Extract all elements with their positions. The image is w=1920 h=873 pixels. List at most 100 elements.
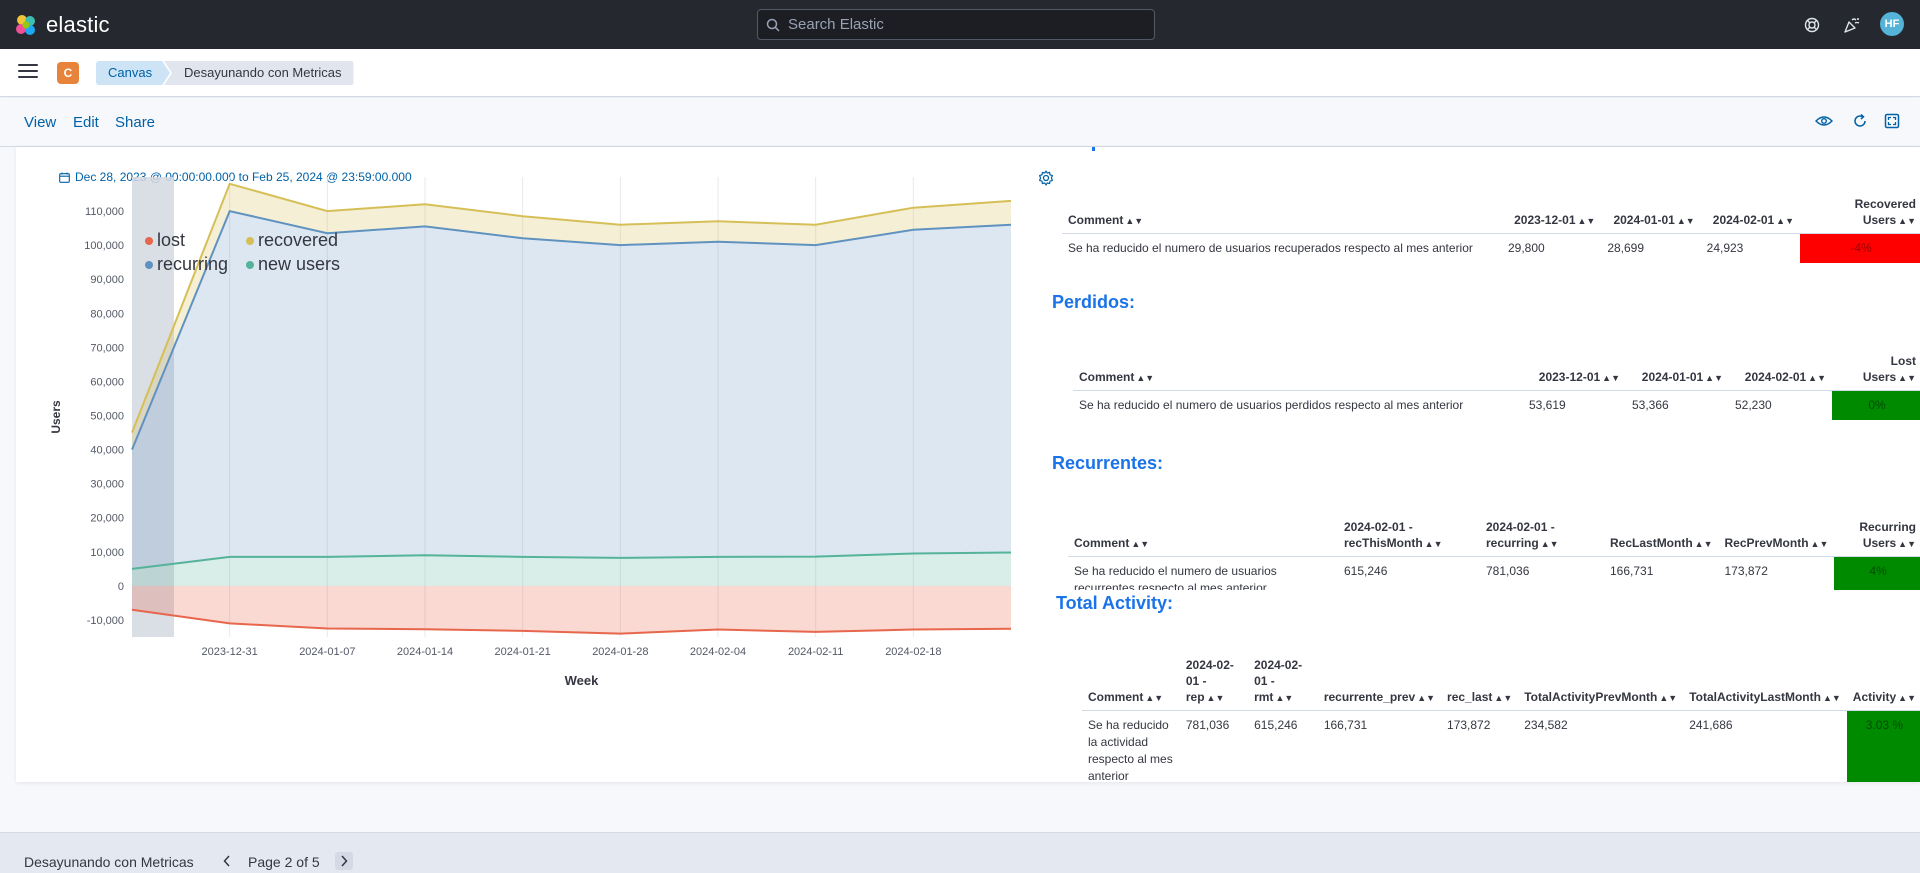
sort-icon[interactable]: ▲▼ bbox=[1705, 373, 1723, 383]
search-icon bbox=[766, 18, 780, 32]
y-tick-label: 90,000 bbox=[90, 274, 124, 286]
fullscreen-icon[interactable] bbox=[1882, 111, 1902, 131]
col-header[interactable]: TotalActivityLastMonth ▲▼ bbox=[1683, 653, 1847, 711]
area-recurring bbox=[132, 211, 1011, 569]
series-line-recovered bbox=[131, 182, 1012, 433]
section-title-recurrentes: Recurrentes: bbox=[1052, 453, 1164, 473]
help-icon[interactable] bbox=[1801, 14, 1823, 36]
col-header[interactable]: Lost Users ▲▼ bbox=[1832, 349, 1920, 391]
y-tick-label: 10,000 bbox=[90, 547, 124, 559]
search-input[interactable] bbox=[788, 16, 1128, 33]
x-tick-label: 2024-01-21 bbox=[495, 646, 551, 658]
breadcrumb-bar: C Canvas Desayunando con Metricas bbox=[0, 49, 1920, 97]
sort-icon[interactable]: ▲▼ bbox=[1898, 373, 1916, 383]
next-page-button[interactable] bbox=[335, 852, 353, 870]
legend-label: lost bbox=[157, 230, 185, 250]
col-header[interactable]: 2024-02-01 - rep ▲▼ bbox=[1179, 653, 1249, 711]
clipped-heading-fragment bbox=[1092, 147, 1095, 151]
edit-menu[interactable]: Edit bbox=[73, 114, 99, 131]
y-tick-label: 60,000 bbox=[90, 376, 124, 388]
sort-icon[interactable]: ▲▼ bbox=[1776, 216, 1794, 226]
sort-icon[interactable]: ▲▼ bbox=[1145, 693, 1164, 703]
series-line-recurring bbox=[131, 209, 1012, 450]
users-area-chart: 110,000 100,000 90,000 80,000 70,000 60,000 50… bbox=[49, 177, 1012, 688]
col-header[interactable]: RecPrevMonth ▲▼ bbox=[1718, 515, 1835, 557]
sort-icon[interactable]: ▲▼ bbox=[1125, 216, 1144, 226]
eye-icon[interactable] bbox=[1814, 111, 1834, 131]
elastic-logo[interactable]: elastic bbox=[14, 12, 110, 38]
sort-icon[interactable]: ▲▼ bbox=[1808, 373, 1826, 383]
col-header[interactable]: Recurring Users ▲▼ bbox=[1834, 515, 1920, 557]
col-header[interactable]: rec_last ▲▼ bbox=[1441, 653, 1519, 711]
sort-icon[interactable]: ▲▼ bbox=[1275, 693, 1294, 703]
col-header[interactable]: 2024-01-01 ▲▼ bbox=[1601, 192, 1701, 234]
comment-cell: Se ha reducido la actividad respecto al … bbox=[1088, 718, 1173, 782]
brand-name: elastic bbox=[46, 12, 110, 37]
calendar-icon bbox=[59, 172, 70, 183]
col-header[interactable]: Comment ▲▼ bbox=[1073, 349, 1523, 391]
sort-icon[interactable]: ▲▼ bbox=[1898, 693, 1916, 703]
sort-icon[interactable]: ▲▼ bbox=[1494, 693, 1513, 703]
col-header[interactable]: Comment ▲▼ bbox=[1068, 515, 1338, 557]
sort-icon[interactable]: ▲▼ bbox=[1898, 216, 1916, 226]
y-axis-title: Users bbox=[49, 400, 63, 434]
share-menu[interactable]: Share bbox=[115, 114, 156, 131]
value-cell: 29,800 bbox=[1508, 241, 1545, 255]
col-header[interactable]: 2024-01-01 ▲▼ bbox=[1626, 349, 1729, 391]
global-header: elastic HF bbox=[0, 0, 1920, 49]
sort-icon[interactable]: ▲▼ bbox=[1898, 539, 1916, 549]
col-header[interactable]: Comment ▲▼ bbox=[1082, 653, 1180, 711]
lost-users-table: Comment ▲▼ 2023-12-01 ▲▼ 2024-01-01 ▲▼ 2024… bbox=[1073, 349, 1920, 420]
section-title-perdidos: Perdidos: bbox=[1052, 292, 1136, 312]
col-header[interactable]: Recovered Users ▲▼ bbox=[1800, 192, 1920, 234]
series-line-new-users bbox=[131, 551, 1012, 570]
table-row: Se ha reducido la actividad respecto al … bbox=[1082, 710, 1920, 782]
area-lost bbox=[132, 585, 1011, 634]
comment-cell: Se ha reducido el numero de usuarios per… bbox=[1079, 398, 1464, 412]
sort-icon[interactable]: ▲▼ bbox=[1206, 693, 1225, 703]
view-menu[interactable]: View bbox=[24, 114, 57, 131]
global-search[interactable] bbox=[757, 9, 1155, 40]
col-header[interactable]: 2024-02-01 ▲▼ bbox=[1700, 192, 1800, 234]
col-header[interactable]: recurrente_prev ▲▼ bbox=[1317, 653, 1442, 711]
col-header[interactable]: 2024-02-01 - recThisMonth ▲▼ bbox=[1338, 515, 1480, 557]
refresh-icon[interactable] bbox=[1850, 111, 1870, 131]
value-cell: 781,036 bbox=[1486, 564, 1530, 578]
sort-icon[interactable]: ▲▼ bbox=[1424, 539, 1443, 549]
y-tick-label: 40,000 bbox=[90, 445, 124, 457]
sort-icon[interactable]: ▲▼ bbox=[1659, 693, 1678, 703]
col-header[interactable]: 2023-12-01 ▲▼ bbox=[1523, 349, 1626, 391]
sort-icon[interactable]: ▲▼ bbox=[1822, 693, 1841, 703]
value-cell: 53,619 bbox=[1529, 398, 1566, 412]
prev-page-button[interactable] bbox=[218, 852, 236, 870]
sort-icon[interactable]: ▲▼ bbox=[1131, 539, 1150, 549]
sort-icon[interactable]: ▲▼ bbox=[1676, 216, 1695, 226]
col-header[interactable]: RecLastMonth ▲▼ bbox=[1604, 515, 1719, 557]
col-header[interactable]: Activity ▲▼ bbox=[1846, 653, 1920, 711]
sort-icon[interactable]: ▲▼ bbox=[1417, 693, 1436, 703]
sort-icon[interactable]: ▲▼ bbox=[1602, 373, 1620, 383]
user-avatar[interactable]: HF bbox=[1880, 12, 1904, 36]
legend-label: new users bbox=[258, 254, 340, 274]
breadcrumb-canvas[interactable]: Canvas bbox=[96, 61, 170, 85]
col-header[interactable]: 2023-12-01 ▲▼ bbox=[1502, 192, 1602, 234]
col-header[interactable]: TotalActivityPrevMonth ▲▼ bbox=[1518, 653, 1684, 711]
sort-icon[interactable]: ▲▼ bbox=[1694, 539, 1713, 549]
sort-icon[interactable]: ▲▼ bbox=[1577, 216, 1596, 226]
elastic-logo-icon bbox=[16, 15, 35, 35]
newsfeed-icon[interactable] bbox=[1841, 14, 1863, 36]
menu-icon[interactable] bbox=[18, 64, 38, 82]
gear-icon[interactable] bbox=[1038, 170, 1054, 191]
x-tick-label: 2024-01-28 bbox=[592, 646, 648, 658]
col-header[interactable]: 2024-02-01 - recurring ▲▼ bbox=[1480, 515, 1604, 557]
col-header[interactable]: 2024-02-01 ▲▼ bbox=[1729, 349, 1832, 391]
sort-icon[interactable]: ▲▼ bbox=[1136, 373, 1155, 383]
sort-icon[interactable]: ▲▼ bbox=[1540, 539, 1559, 549]
x-axis-title: Week bbox=[565, 673, 599, 688]
col-header[interactable]: 2024-02-01 - rmt ▲▼ bbox=[1248, 653, 1318, 711]
canvas-toolbar: View Edit Share bbox=[0, 98, 1920, 147]
value-cell: 615,246 bbox=[1344, 564, 1388, 578]
col-header[interactable]: Comment ▲▼ bbox=[1062, 192, 1502, 234]
recurring-users-status: 4% bbox=[1834, 556, 1920, 590]
sort-icon[interactable]: ▲▼ bbox=[1810, 539, 1829, 549]
